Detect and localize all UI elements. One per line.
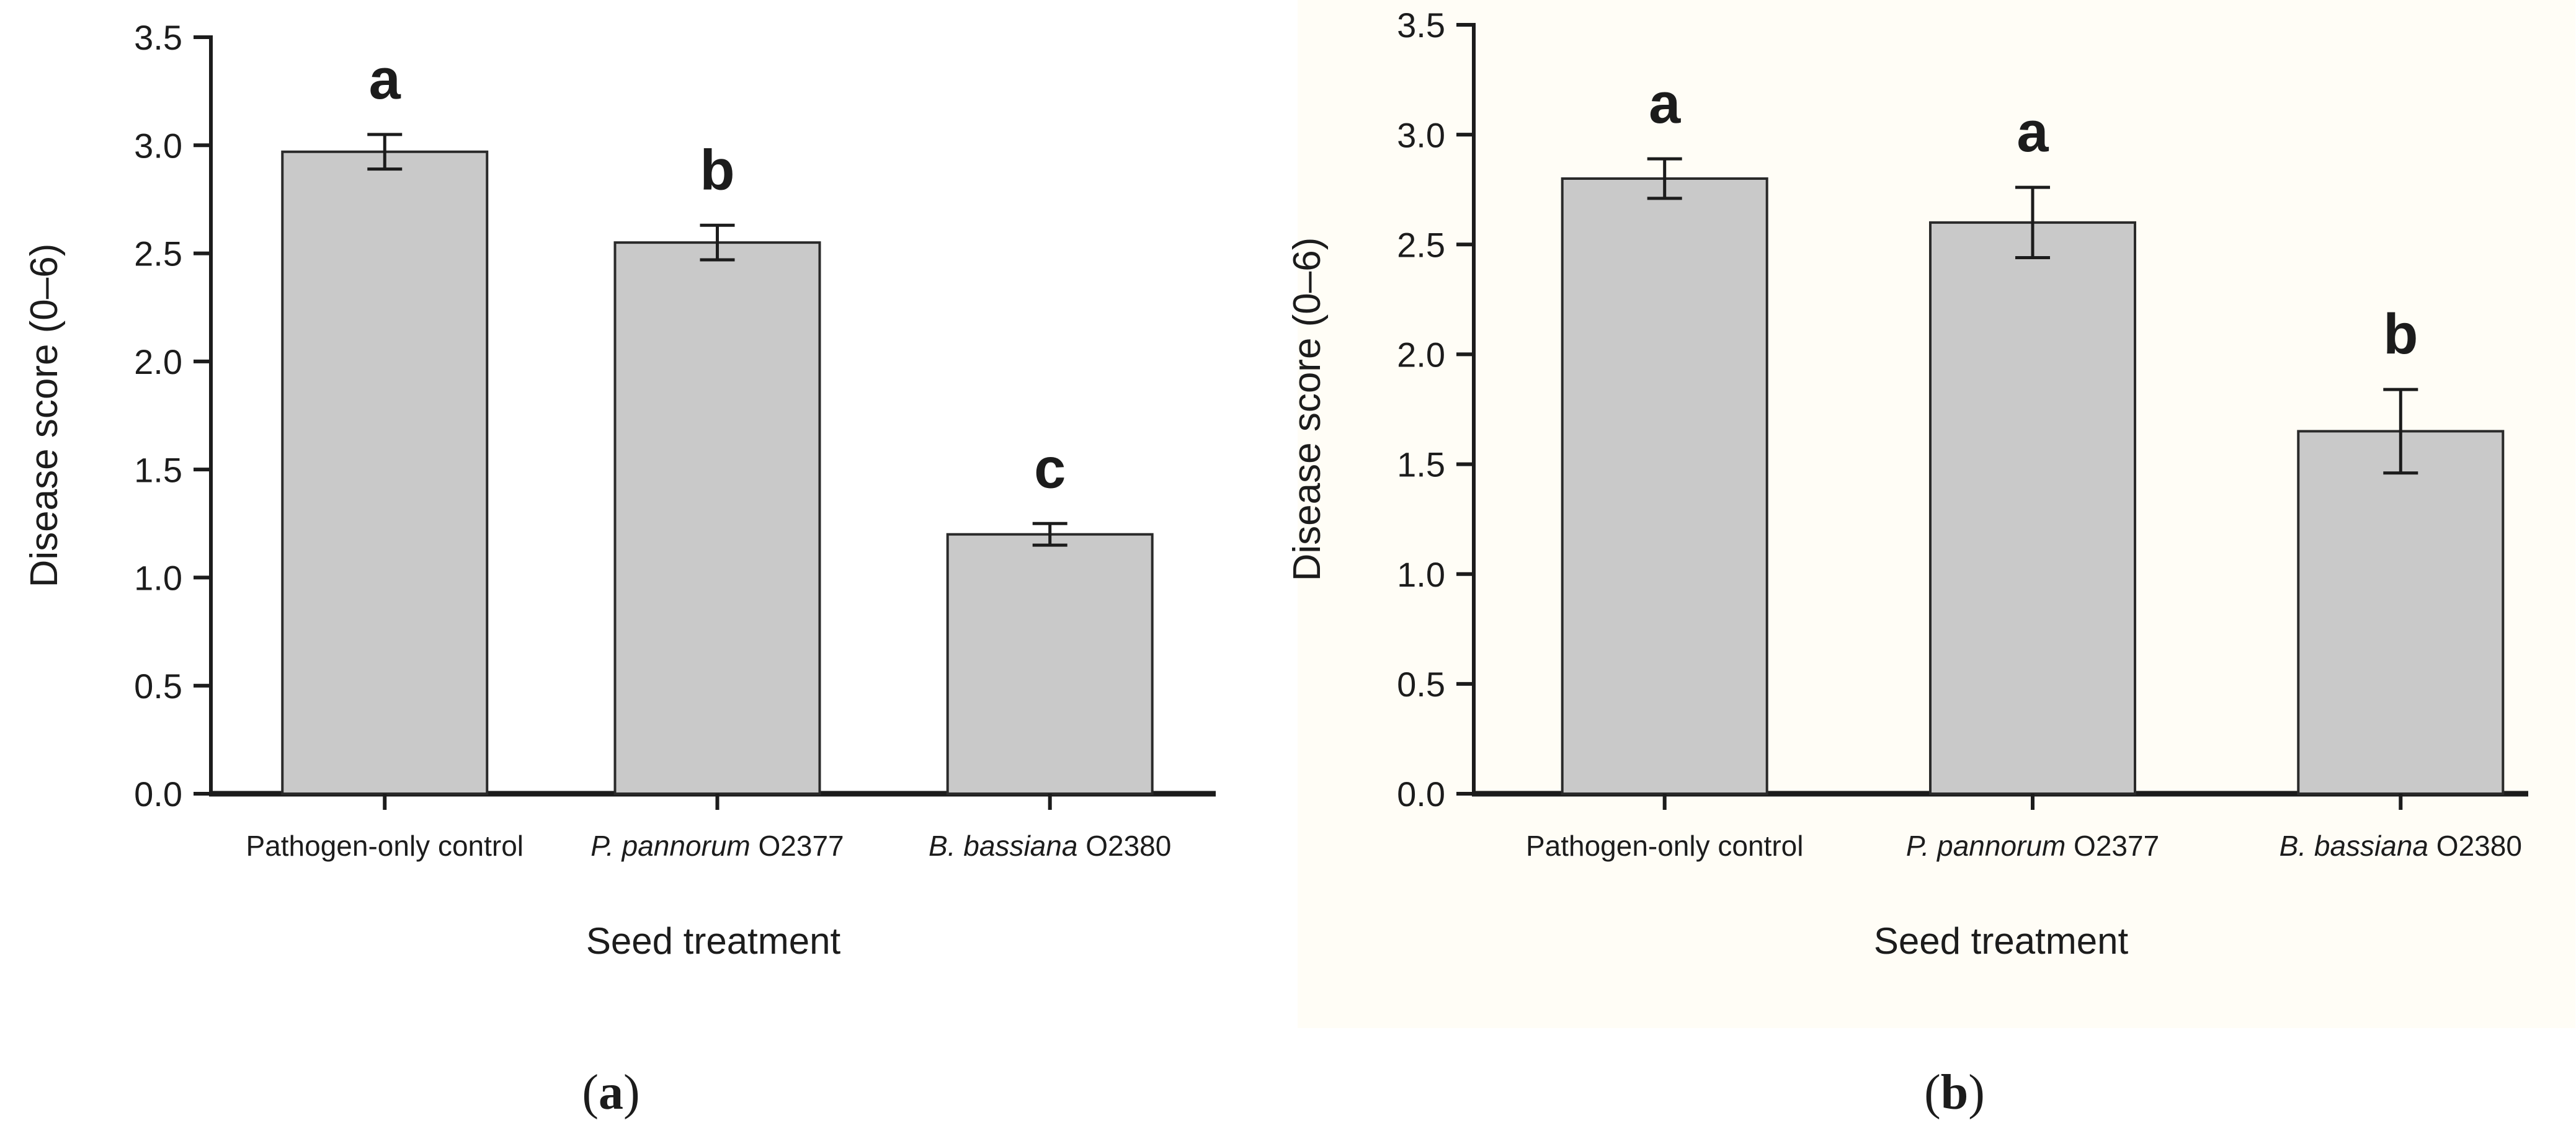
y-tick-label: 0.0 xyxy=(1397,775,1445,814)
panel-b: 0.0 0.5 1.0 1.5 2.0 2.5 3.0 3.5 a Pathogen-only c… xyxy=(1288,0,2575,1123)
y-tick-label: 3.5 xyxy=(134,18,182,57)
panel-a: 0.0 0.5 1.0 1.5 2.0 2.5 3.0 3.5 a Pathogen-only c… xyxy=(23,18,1216,1120)
x-category-label: P. pannorum O2377 xyxy=(591,830,844,862)
y-tick-label: 2.5 xyxy=(1397,225,1445,264)
y-tick-label: 2.0 xyxy=(134,342,182,381)
y-tick-label: 3.0 xyxy=(134,126,182,165)
y-tick-label: 1.5 xyxy=(134,450,182,489)
y-tick-label: 3.5 xyxy=(1397,6,1445,45)
bar-a-3 xyxy=(946,533,1154,795)
x-category-label: Pathogen-only control xyxy=(246,830,524,862)
y-tick-label: 0.5 xyxy=(1397,665,1445,704)
bar-b-3 xyxy=(2297,430,2505,795)
sig-letter: c xyxy=(1034,437,1066,500)
x-category-label: P. pannorum O2377 xyxy=(1906,830,2159,862)
y-tick-label: 1.0 xyxy=(1397,555,1445,594)
y-tick-label: 2.0 xyxy=(1397,335,1445,375)
sig-letter: a xyxy=(1649,72,1681,135)
x-axis-title: Seed treatment xyxy=(1874,920,2129,962)
y-axis-title: Disease score (0–6) xyxy=(1288,237,1329,582)
x-axis-title: Seed treatment xyxy=(586,920,841,962)
sig-letter: b xyxy=(2383,303,2418,366)
bar-b-2 xyxy=(1929,221,2136,796)
bar-chart-b: 0.0 0.5 1.0 1.5 2.0 2.5 3.0 3.5 a Pathogen-only c… xyxy=(1288,0,2575,1120)
panel-caption: (a) xyxy=(582,1065,640,1120)
sig-letter: a xyxy=(369,48,401,111)
y-tick-label: 0.0 xyxy=(134,775,182,814)
x-category-label: B. bassiana O2380 xyxy=(2280,830,2522,862)
x-category-label: Pathogen-only control xyxy=(1526,830,1804,862)
sig-letter: a xyxy=(2017,100,2049,164)
bar-a-2 xyxy=(613,241,821,795)
y-tick-label: 2.5 xyxy=(134,234,182,273)
sig-letter: b xyxy=(700,138,734,202)
bar-a-1 xyxy=(281,150,489,796)
y-tick-label: 0.5 xyxy=(134,667,182,706)
panel-caption: (b) xyxy=(1924,1065,1985,1120)
y-tick-label: 1.0 xyxy=(134,559,182,598)
bar-b-1 xyxy=(1561,177,1768,795)
y-axis-title: Disease score (0–6) xyxy=(23,244,66,588)
y-tick-label: 3.0 xyxy=(1397,115,1445,154)
y-tick-label: 1.5 xyxy=(1397,445,1445,484)
bar-chart-a: 0.0 0.5 1.0 1.5 2.0 2.5 3.0 3.5 a Pathogen-only c… xyxy=(23,18,1216,1120)
x-category-label: B. bassiana O2380 xyxy=(929,830,1171,862)
